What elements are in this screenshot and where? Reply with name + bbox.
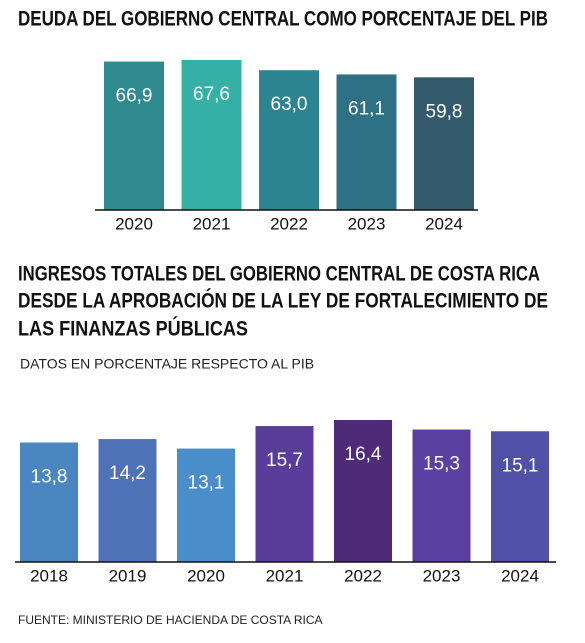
chart-subtitle: DATOS EN PORCENTAJE RESPECTO AL PIB (20, 356, 314, 372)
value-label: 15,7 (266, 450, 303, 471)
value-label: 16,4 (345, 444, 382, 465)
bar (414, 77, 474, 210)
value-label: 15,3 (423, 454, 460, 475)
x-tick-label: 2019 (109, 566, 147, 585)
x-tick-label: 2022 (344, 566, 382, 585)
x-tick-label: 2023 (423, 566, 461, 585)
x-tick-label: 2022 (270, 214, 308, 233)
bar (255, 426, 314, 562)
x-tick-label: 2023 (348, 214, 386, 233)
bar (177, 448, 235, 562)
bar (259, 70, 319, 211)
value-label: 66,9 (116, 86, 153, 107)
value-label: 61,1 (348, 98, 385, 119)
chart-title: DESDE LA APROBACIÓN DE LA LEY DE FORTALE… (18, 289, 548, 313)
x-tick-label: 2018 (30, 566, 68, 585)
bar (104, 61, 164, 210)
x-tick-label: 2024 (501, 566, 539, 585)
chart-title: INGRESOS TOTALES DEL GOBIERNO CENTRAL DE… (18, 263, 540, 286)
x-tick-label: 2021 (266, 566, 304, 585)
value-label: 14,2 (109, 463, 146, 484)
chart-title: DEUDA DEL GOBIERNO CENTRAL COMO PORCENTA… (18, 8, 548, 31)
value-label: 63,0 (271, 94, 308, 115)
bar (20, 442, 78, 562)
bar (334, 420, 392, 562)
source: FUENTE: MINISTERIO DE HACIENDA DE COSTA … (18, 613, 322, 627)
value-label: 67,6 (193, 84, 230, 105)
x-tick-label: 2021 (193, 214, 231, 233)
value-label: 59,8 (426, 101, 463, 122)
bar (98, 439, 157, 562)
x-tick-label: 2020 (187, 566, 225, 585)
value-label: 13,8 (31, 467, 68, 488)
bar (412, 429, 471, 562)
bar (336, 74, 397, 210)
x-tick-label: 2020 (115, 214, 153, 233)
bar (491, 431, 549, 562)
bar (181, 60, 242, 210)
value-label: 15,1 (502, 455, 539, 476)
value-label: 13,1 (188, 473, 225, 494)
x-tick-label: 2024 (425, 214, 463, 233)
chart-title: LAS FINANZAS PÚBLICAS (18, 317, 248, 341)
